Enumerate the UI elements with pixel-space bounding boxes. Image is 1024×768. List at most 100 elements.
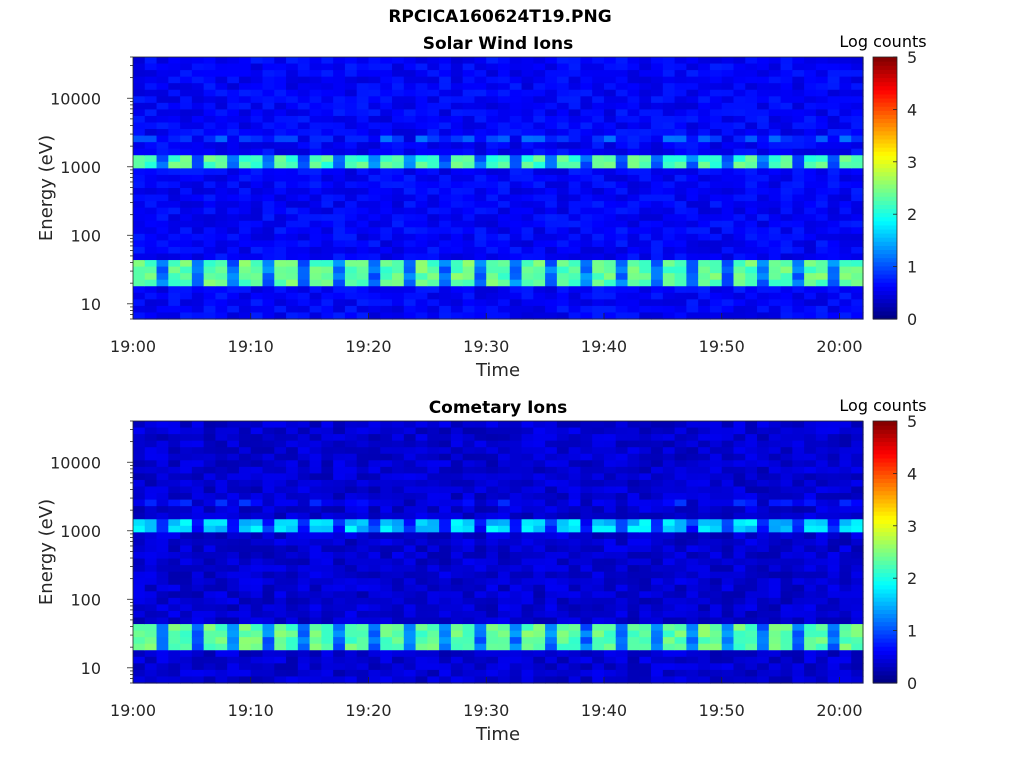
heatmap-cell xyxy=(757,421,770,429)
heatmap-cell xyxy=(403,506,417,514)
heatmap-cell xyxy=(615,493,629,501)
heatmap-cell xyxy=(450,676,464,684)
heatmap-cell xyxy=(556,188,570,196)
heatmap-cell xyxy=(568,624,582,632)
heatmap-cell xyxy=(286,57,299,65)
heatmap-cell xyxy=(462,142,476,150)
heatmap-cell xyxy=(757,76,770,84)
heatmap-cell xyxy=(709,617,723,625)
heatmap-cell xyxy=(533,89,546,97)
heatmap-cell xyxy=(592,545,605,553)
heatmap-cell xyxy=(156,63,169,71)
heatmap-cell xyxy=(156,427,169,435)
heatmap-cell xyxy=(309,538,322,547)
heatmap-cell xyxy=(639,506,652,514)
heatmap-cell xyxy=(686,525,699,533)
heatmap-cell xyxy=(156,122,169,130)
heatmap-cell xyxy=(592,266,605,274)
heatmap-cell xyxy=(768,279,782,287)
heatmap-cell xyxy=(804,279,817,287)
heatmap-cell xyxy=(462,148,476,156)
heatmap-cell xyxy=(156,233,169,241)
heatmap-cell xyxy=(639,70,652,78)
heatmap-cell xyxy=(439,233,452,241)
heatmap-cell xyxy=(521,188,534,196)
heatmap-cell xyxy=(133,89,146,97)
heatmap-cell xyxy=(191,70,205,78)
heatmap-cell xyxy=(580,532,593,540)
heatmap-cell xyxy=(627,115,640,124)
heatmap-cell xyxy=(450,109,464,117)
heatmap-cell xyxy=(344,122,358,130)
colorbar-segment xyxy=(873,85,897,91)
heatmap-cell xyxy=(592,129,605,137)
heatmap-cell xyxy=(215,201,228,209)
heatmap-cell xyxy=(462,506,476,514)
heatmap-cell xyxy=(333,604,346,612)
heatmap-cell xyxy=(321,545,334,553)
heatmap-cell xyxy=(262,109,275,117)
heatmap-cell xyxy=(851,76,864,84)
heatmap-cell xyxy=(580,453,593,461)
heatmap-cell xyxy=(180,305,193,314)
heatmap-cell xyxy=(839,260,852,268)
heatmap-cell xyxy=(556,148,570,156)
heatmap-cell xyxy=(180,545,193,553)
heatmap-cell xyxy=(709,266,723,274)
heatmap-cell xyxy=(733,233,746,241)
heatmap-cell xyxy=(674,266,687,274)
heatmap-cell xyxy=(592,552,605,560)
heatmap-cell xyxy=(427,558,440,566)
heatmap-cell xyxy=(344,102,358,110)
heatmap-cell xyxy=(709,538,723,547)
heatmap-cell xyxy=(262,83,275,91)
heatmap-cell xyxy=(450,76,464,84)
heatmap-cell xyxy=(674,676,687,684)
heatmap-cell xyxy=(627,57,640,65)
heatmap-cell xyxy=(851,188,864,196)
heatmap-cell xyxy=(238,273,252,281)
heatmap-cell xyxy=(615,591,629,599)
heatmap-cell xyxy=(757,427,770,435)
heatmap-cell xyxy=(521,610,534,619)
heatmap-cell xyxy=(356,292,370,300)
heatmap-cell xyxy=(191,499,205,507)
heatmap-cell xyxy=(768,312,782,320)
heatmap-cell xyxy=(592,305,605,314)
heatmap-cell xyxy=(533,214,546,222)
heatmap-cell xyxy=(450,233,464,241)
heatmap-cell xyxy=(250,292,264,300)
heatmap-cell xyxy=(721,610,735,619)
heatmap-cell xyxy=(333,168,346,176)
heatmap-cell xyxy=(745,174,758,183)
heatmap-cell xyxy=(462,96,476,104)
heatmap-cell xyxy=(592,161,605,169)
heatmap-cell xyxy=(274,109,287,117)
heatmap-cell xyxy=(780,610,793,619)
heatmap-cell xyxy=(721,440,735,448)
heatmap-cell xyxy=(274,421,287,429)
heatmap-cell xyxy=(133,525,146,533)
heatmap-cell xyxy=(733,201,746,209)
heatmap-cell xyxy=(651,447,664,455)
heatmap-cell xyxy=(556,538,570,547)
heatmap-cell xyxy=(674,233,687,241)
heatmap-cell xyxy=(568,96,582,104)
heatmap-cell xyxy=(333,233,346,241)
heatmap-cell xyxy=(403,161,417,169)
heatmap-cell xyxy=(450,299,464,307)
heatmap-cell xyxy=(356,538,370,547)
heatmap-cell xyxy=(486,260,499,268)
heatmap-cell xyxy=(568,669,582,678)
heatmap-cell xyxy=(180,525,193,533)
heatmap-cell xyxy=(768,565,782,573)
heatmap-cell xyxy=(321,499,334,507)
heatmap-cell xyxy=(792,174,805,183)
heatmap-cell xyxy=(745,610,758,619)
heatmap-cell xyxy=(215,630,228,638)
heatmap-cell xyxy=(627,460,640,468)
heatmap-cell xyxy=(627,273,640,281)
heatmap-cell xyxy=(615,669,629,678)
heatmap-cell xyxy=(309,656,322,664)
heatmap-cell xyxy=(215,558,228,566)
